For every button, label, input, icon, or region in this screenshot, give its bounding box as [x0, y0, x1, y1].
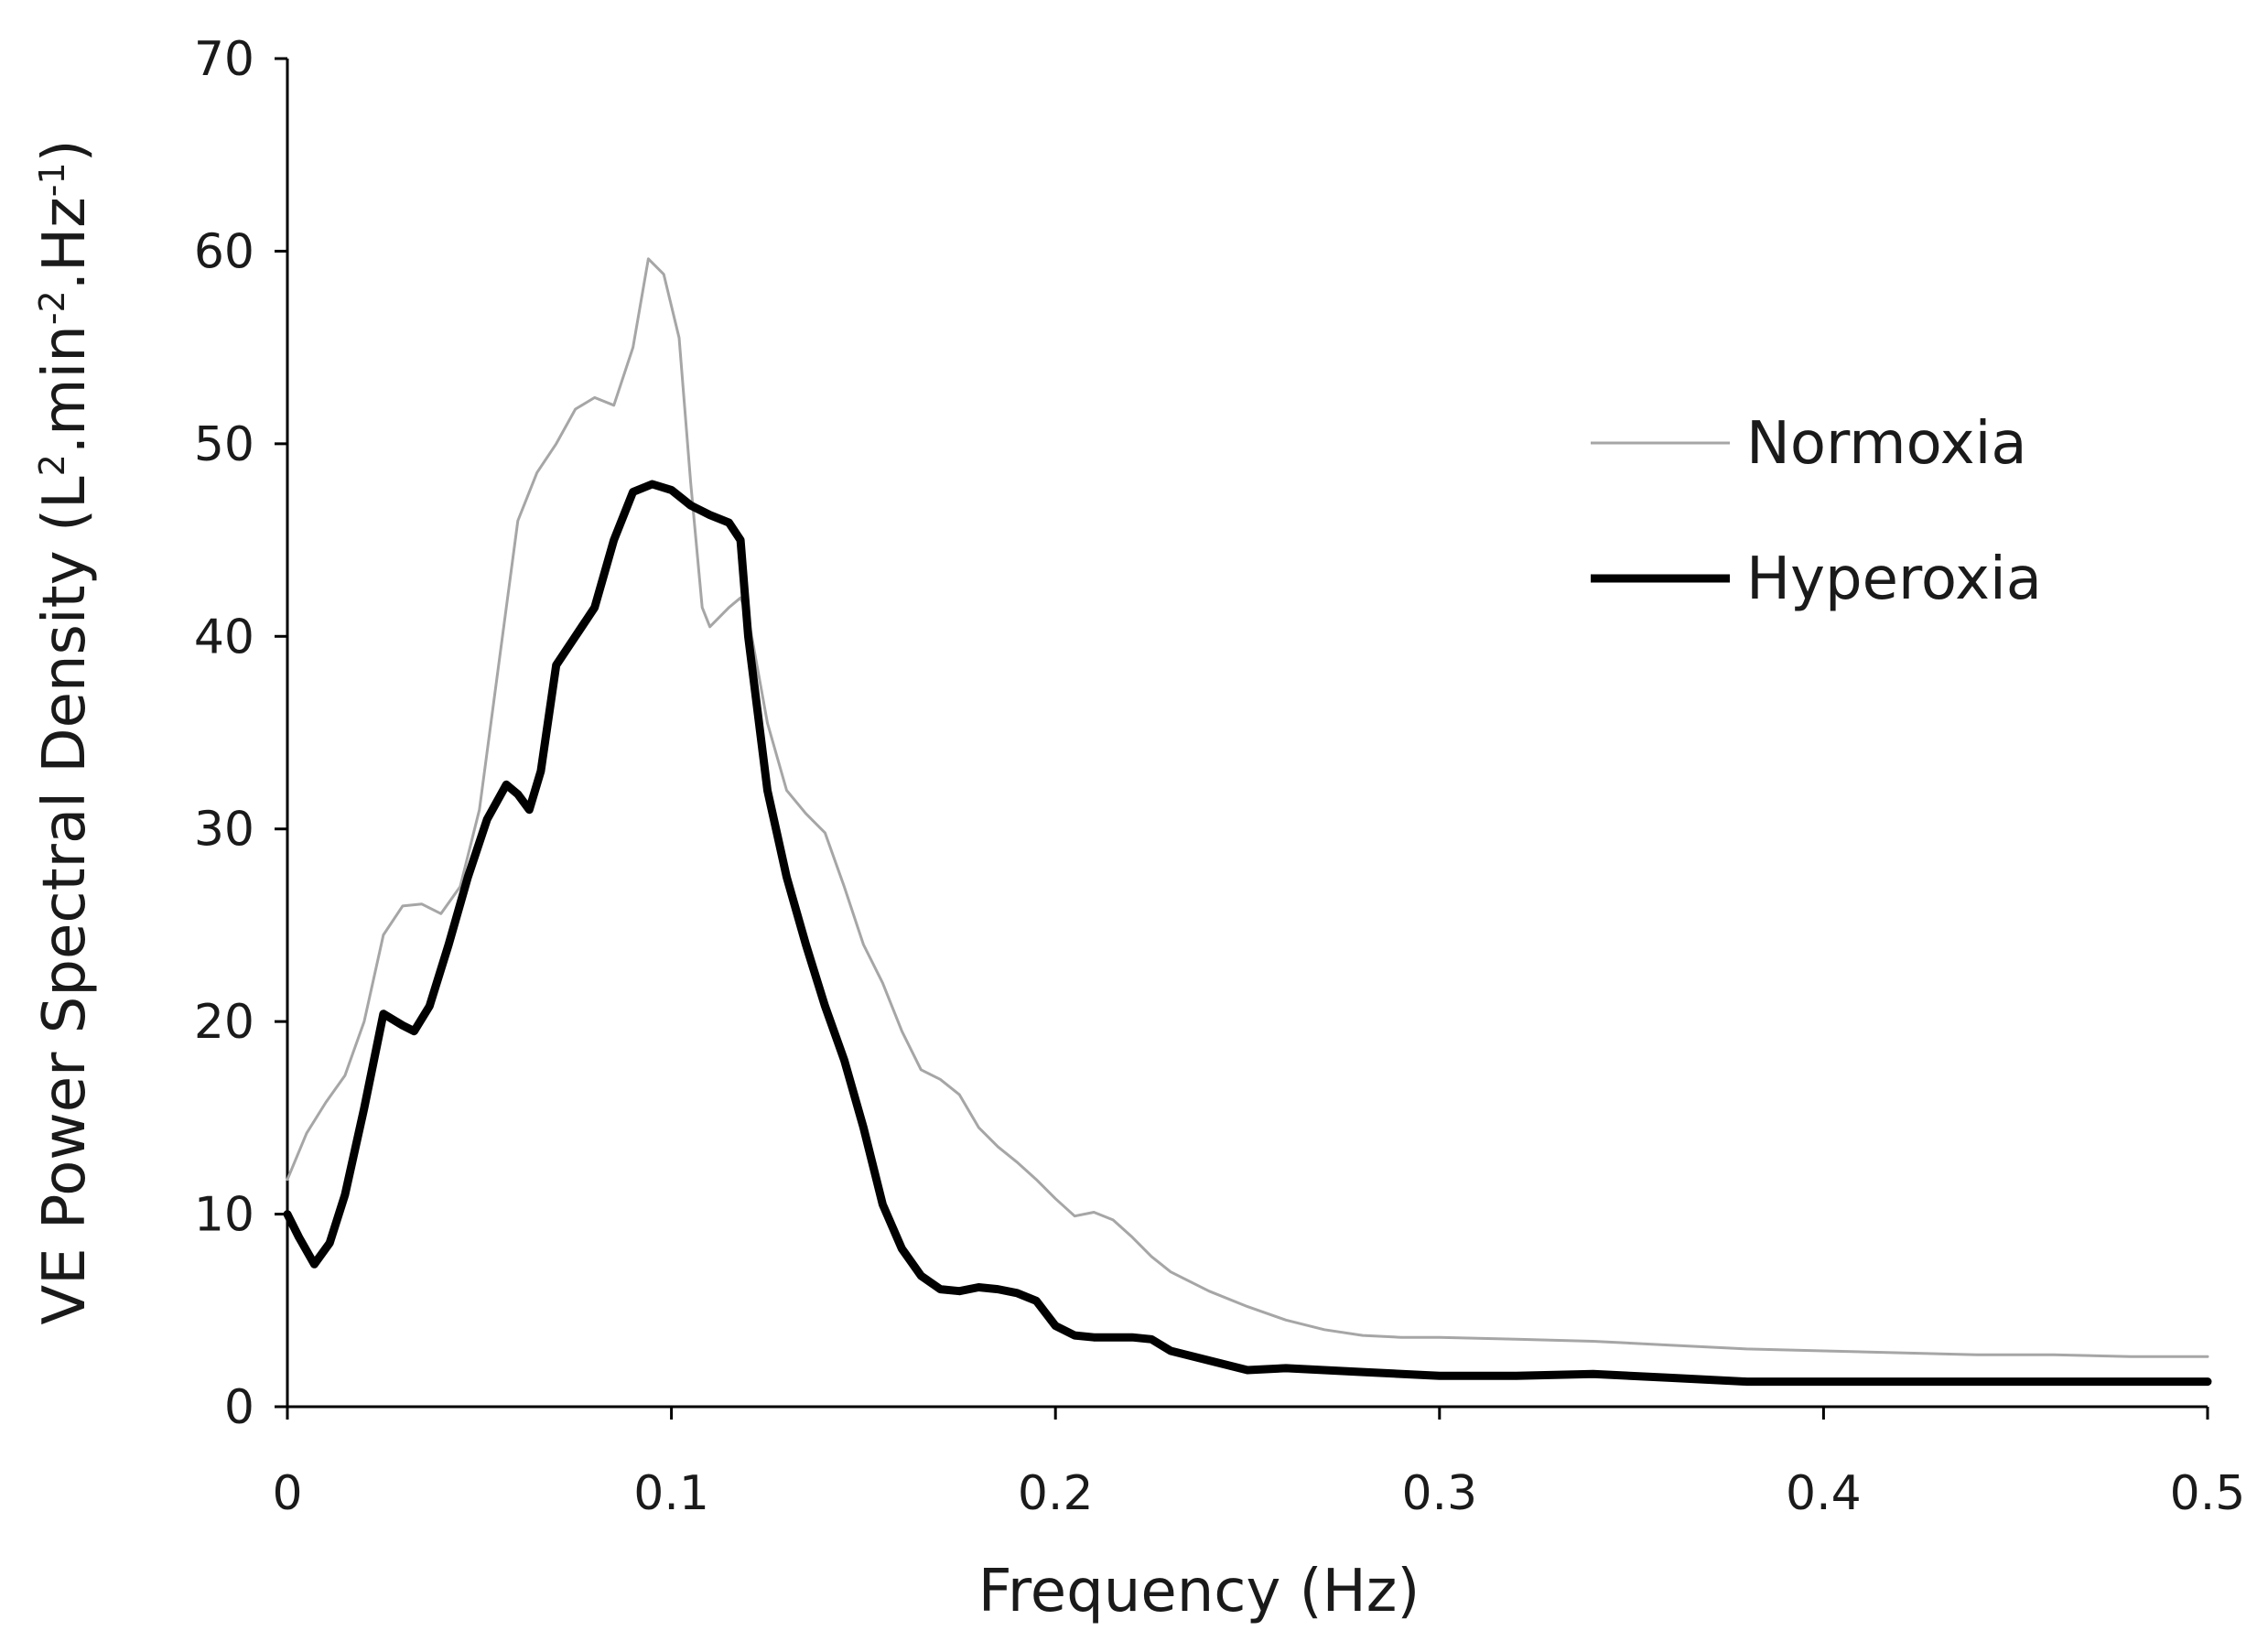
legend-label-normoxia: Normoxia — [1746, 410, 2027, 478]
series-layer — [283, 257, 2212, 1387]
y-tick-label: 70 — [194, 32, 254, 87]
x-tick-label: 0.3 — [1401, 1466, 1477, 1521]
x-tick-label: 0 — [272, 1466, 302, 1521]
x-tick-label: 0.2 — [1018, 1466, 1094, 1521]
y-tick-label: 20 — [194, 995, 254, 1050]
x-tick-label: 0.5 — [2170, 1466, 2246, 1521]
series-line-hyperoxia — [283, 480, 2212, 1387]
y-tick-label: 40 — [194, 610, 254, 664]
x-tick-label: 0.4 — [1786, 1466, 1862, 1521]
y-tick-label: 50 — [194, 417, 254, 472]
x-ticks: 0 0.1 0.2 0.3 0.4 0.5 — [272, 1407, 2245, 1521]
y-axis-title: VE Power Spectral Density (L2.min-2.Hz-1… — [31, 139, 99, 1324]
legend-label-hyperoxia: Hyperoxia — [1746, 545, 2042, 613]
series-line-normoxia — [286, 257, 2209, 1358]
y-tick-label: 30 — [194, 803, 254, 858]
x-tick-label: 0.1 — [633, 1466, 709, 1521]
legend: Normoxia Hyperoxia — [1591, 410, 2042, 613]
y-tick-label: 0 — [224, 1380, 254, 1435]
plot-area: 0 10 20 30 40 50 60 70 0 0.1 0.2 0.3 0.4 0.5 — [194, 32, 2246, 1521]
x-axis-title: Frequency (Hz) — [978, 1558, 1420, 1625]
y-tick-label: 10 — [194, 1188, 254, 1243]
y-ticks: 0 10 20 30 40 50 60 70 — [194, 32, 287, 1435]
y-tick-label: 60 — [194, 224, 254, 279]
